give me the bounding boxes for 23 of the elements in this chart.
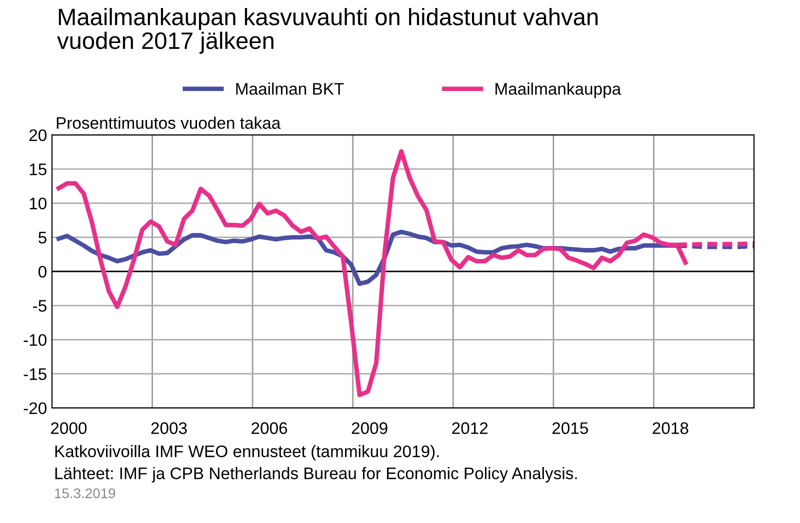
y-tick-label: 0 bbox=[38, 266, 46, 278]
text: Katkoviivoilla IMF WEO ennusteet (tammikuu 2019). bbox=[55, 445, 439, 461]
y-tick-label: -15 bbox=[24, 368, 46, 380]
x-tick-label: 2012 bbox=[452, 422, 488, 434]
y-tick-label: 10 bbox=[30, 198, 46, 210]
x-tick-label: 2003 bbox=[151, 422, 187, 434]
x-tick-label: 2009 bbox=[352, 422, 388, 434]
x-tick-label: 2015 bbox=[552, 422, 588, 434]
y-tick-label: 5 bbox=[38, 232, 46, 244]
y-tick-label: -20 bbox=[24, 402, 46, 414]
y-tick-label: -5 bbox=[33, 300, 46, 312]
legend-label: Maailman BKT bbox=[236, 82, 344, 95]
x-tick-label: 2006 bbox=[252, 422, 288, 434]
y-tick-label: 15 bbox=[30, 164, 46, 176]
chart-title: Maailmankaupan kasvuvauhti on hidastunut vahvan vuoden 2017 jälkeen bbox=[57, 8, 598, 54]
text: 15.3.2019 bbox=[55, 488, 116, 498]
y-axis-title: Prosenttimuutos vuoden takaa bbox=[56, 116, 281, 129]
x-tick-label: 2000 bbox=[51, 422, 87, 434]
text: Lähteet: IMF ja CPB Netherlands Bureau for Economic Policy Analysis. bbox=[55, 467, 577, 483]
x-tick-label: 2018 bbox=[652, 422, 688, 434]
legend-label: Maailmankauppa bbox=[496, 82, 622, 98]
y-tick-label: 20 bbox=[29, 129, 46, 142]
y-tick-label: -10 bbox=[24, 334, 46, 346]
